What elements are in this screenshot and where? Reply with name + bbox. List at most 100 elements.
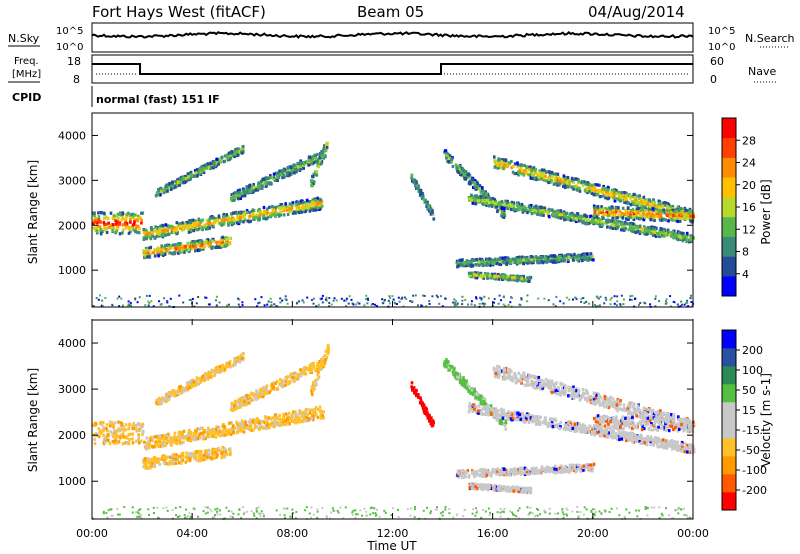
power-cell (223, 244, 226, 248)
power-cell (130, 225, 133, 230)
power-cell (617, 193, 621, 197)
power-cell (267, 181, 271, 185)
power-cell (238, 216, 241, 220)
power-cell (547, 176, 550, 180)
power-cell (547, 178, 551, 182)
power-cell (97, 298, 100, 301)
velocity-cell (178, 454, 181, 459)
power-cell (363, 304, 366, 307)
power-cell (547, 255, 550, 259)
power-cell (528, 165, 531, 169)
power-cell (629, 215, 632, 219)
velocity-cell (106, 439, 110, 443)
power-cell (391, 295, 394, 298)
power-cell (647, 215, 650, 219)
power-cell (539, 256, 543, 260)
power-cell (504, 305, 507, 308)
power-cell (543, 207, 547, 211)
power-cell (481, 199, 484, 203)
power-cell (612, 208, 615, 212)
velocity-cell (169, 459, 172, 463)
power-cell (520, 208, 524, 212)
power-cell (115, 229, 118, 233)
velocity-cell (304, 416, 308, 420)
power-cell (201, 228, 204, 232)
power-cell (543, 297, 546, 300)
power-cell (269, 176, 273, 180)
velocity-cell (147, 466, 151, 470)
power-cell (272, 172, 276, 176)
power-cell (521, 169, 524, 173)
power-cell (279, 301, 282, 304)
power-cell (670, 217, 673, 222)
power-cell (506, 257, 509, 261)
power-cell (215, 295, 218, 298)
power-cell (304, 209, 307, 213)
power-cell (201, 168, 204, 173)
power-cell (347, 302, 350, 305)
power-cell (637, 230, 640, 234)
power-cell (630, 210, 634, 214)
power-cell (203, 241, 207, 245)
power-cell (205, 223, 208, 227)
power-cell (612, 188, 615, 192)
power-cell (657, 202, 661, 206)
power-cell (606, 218, 609, 222)
power-cell (612, 193, 616, 197)
power-cell (133, 218, 136, 222)
velocity-cell (131, 441, 135, 445)
power-cell (632, 226, 636, 230)
velocity-cell (111, 440, 115, 444)
power-cell (495, 159, 499, 163)
power-cell (227, 223, 230, 227)
power-cell (444, 297, 447, 300)
velocity-cell (261, 425, 264, 429)
power-cell (196, 228, 199, 232)
power-cell (263, 304, 266, 307)
power-cell (459, 258, 462, 262)
power-cell (149, 230, 153, 234)
velocity-cell (158, 462, 162, 466)
power-cell (203, 226, 207, 230)
power-cell (545, 170, 548, 174)
velocity-cell (106, 433, 110, 437)
power-cell (616, 295, 619, 298)
power-cell (673, 210, 677, 214)
power-cell (681, 212, 685, 216)
velocity-cell (124, 423, 128, 427)
power-cell (312, 200, 315, 204)
power-cell (197, 227, 201, 231)
power-cell (412, 294, 415, 297)
power-cell (620, 222, 624, 226)
power-cell (506, 206, 510, 211)
power-cell (637, 194, 640, 198)
power-cell (187, 175, 190, 179)
power-cell (485, 192, 488, 196)
velocity-cell (152, 444, 156, 448)
power-cell (619, 199, 622, 203)
power-cell (222, 212, 226, 217)
power-cell (260, 179, 263, 183)
power-cell (412, 181, 416, 185)
power-cell (480, 261, 483, 265)
velocity-cell (276, 421, 279, 425)
power-cell (513, 260, 516, 264)
power-cell (134, 213, 137, 217)
power-cell (195, 242, 199, 246)
power-cell (528, 205, 532, 209)
power-cell (296, 302, 298, 305)
power-cell (555, 258, 559, 262)
velocity-cell (203, 434, 206, 438)
power-cell (665, 213, 669, 218)
power-cell (256, 305, 258, 308)
power-cell (526, 300, 529, 303)
velocity-cell (175, 453, 178, 457)
power-cell (588, 190, 591, 194)
power-cell (553, 179, 557, 183)
power-cell (635, 207, 639, 211)
power-cell (168, 184, 172, 188)
velocity-cell (266, 421, 270, 425)
freq-tick-top: 18 (67, 55, 81, 68)
power-cell (208, 244, 211, 248)
velocity-cell (139, 439, 143, 443)
